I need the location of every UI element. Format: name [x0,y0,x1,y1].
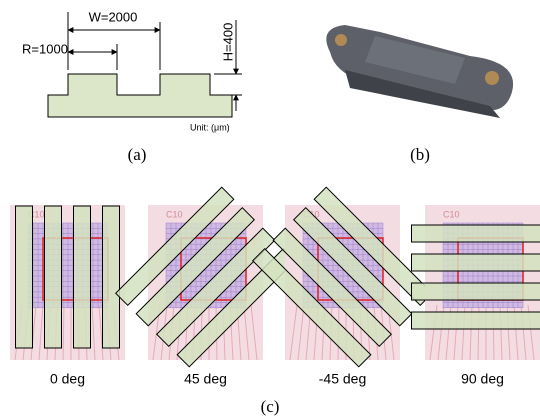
panel-c: C10 0 deg C10 45 deg C10 -45 deg C10 90 deg [10,187,540,387]
w-label: W=2000 [89,9,138,24]
unit-label: Unit: (μm) [190,122,230,132]
r-label: R=1000 [22,41,68,56]
stripe [412,225,540,242]
stripe [74,206,91,348]
chip: C10 [253,187,433,367]
device-photo [326,25,513,118]
screw [485,71,499,85]
stripe [103,206,120,348]
chip: C10 [412,205,540,360]
caption: (c) [261,397,280,416]
stripe [412,254,540,271]
stripe [412,312,540,329]
stripe [412,283,540,300]
stripe [16,206,33,348]
angle-label: 0 deg [50,371,85,387]
caption: (b) [410,145,430,164]
figure: W=2000 R=1000 H=400 Unit: (μm) (a) (b) C… [0,0,540,419]
screw [335,34,347,46]
stripe [45,206,62,348]
angle-label: 90 deg [461,371,504,387]
chip: C10 [10,205,125,360]
angle-label: -45 deg [319,371,366,387]
h-label: H=400 [220,23,235,62]
chip-tag: C10 [166,209,183,219]
profile [48,74,232,117]
caption: (a) [128,145,147,164]
chip-tag: C10 [443,209,460,219]
angle-label: 45 deg [184,371,227,387]
panel-a [48,12,242,117]
